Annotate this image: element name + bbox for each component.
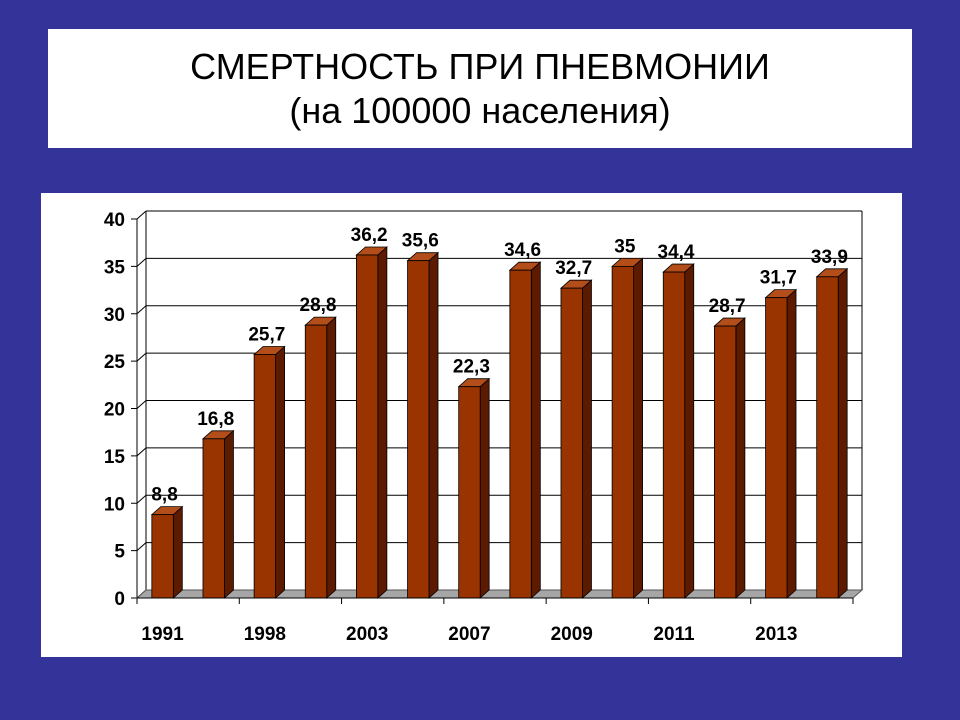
bar-4 xyxy=(356,254,379,599)
bar-side-3 xyxy=(326,316,337,599)
bar-6 xyxy=(458,386,481,599)
data-label-10: 34,4 xyxy=(658,242,695,263)
bar-side-0 xyxy=(172,505,183,599)
data-label-12: 31,7 xyxy=(760,268,797,289)
data-label-4: 36,2 xyxy=(351,225,388,246)
bar-7 xyxy=(509,269,532,599)
bar-3 xyxy=(304,324,328,599)
bar-5 xyxy=(407,260,430,599)
y-tick-label-20: 20 xyxy=(104,400,125,421)
x-tick-label-10: 2011 xyxy=(653,624,695,645)
slide-subtitle: (на 100000 населения) xyxy=(289,89,671,131)
x-tick-label-6: 2007 xyxy=(448,624,490,645)
chart-floor xyxy=(135,589,864,599)
x-tick-label-2: 1998 xyxy=(244,624,286,645)
wall-tick-15 xyxy=(136,447,147,457)
y-tick-label-0: 0 xyxy=(114,589,125,610)
data-label-11: 28,7 xyxy=(709,296,746,317)
data-label-8: 32,7 xyxy=(555,258,592,279)
bar-12 xyxy=(765,297,788,599)
bar-8 xyxy=(560,287,583,599)
wall-tick-10 xyxy=(136,494,147,504)
wall-tick-5 xyxy=(136,542,147,551)
data-label-2: 25,7 xyxy=(248,324,285,345)
data-label-7: 34,6 xyxy=(504,240,541,261)
data-label-3: 28,8 xyxy=(300,295,337,316)
data-label-13: 33,9 xyxy=(811,247,848,268)
data-label-0: 8,8 xyxy=(151,485,177,506)
bar-10 xyxy=(662,271,686,599)
x-tick-label-12: 2013 xyxy=(755,624,797,645)
wall-tick-40 xyxy=(136,210,147,220)
wall-tick-25 xyxy=(136,352,147,362)
bar-chart: 0 5 10 15 20 25 30 35 40 8,8 1991 16,8 25,7 1998 28,8 3… xyxy=(104,210,864,645)
bar-11 xyxy=(714,325,737,599)
bar-side-12 xyxy=(786,288,797,599)
bar-side-9 xyxy=(633,257,643,599)
bar-side-10 xyxy=(684,263,695,599)
bar-side-4 xyxy=(377,246,388,599)
bar-side-5 xyxy=(428,251,439,599)
bar-9 xyxy=(611,265,634,599)
data-label-5: 35,6 xyxy=(402,231,439,252)
bar-side-7 xyxy=(530,261,541,599)
bar-1 xyxy=(202,438,225,599)
y-tick-label-10: 10 xyxy=(104,494,125,515)
y-tick-label-5: 5 xyxy=(114,542,125,563)
wall-tick-30 xyxy=(136,305,147,315)
wall-tick-35 xyxy=(136,258,147,267)
bar-side-11 xyxy=(735,317,746,599)
bar-side-13 xyxy=(837,267,848,599)
chart-panel: 0 5 10 15 20 25 30 35 40 8,8 1991 16,8 25,7 1998 28,8 3… xyxy=(41,193,902,657)
bar-0 xyxy=(151,514,174,599)
bar-side-1 xyxy=(224,429,234,599)
bar-side-2 xyxy=(275,345,285,599)
bar-13 xyxy=(816,276,839,599)
x-tick-label-0: 1991 xyxy=(141,624,184,645)
y-tick-label-35: 35 xyxy=(104,257,126,278)
y-tick-label-30: 30 xyxy=(104,305,125,326)
bar-side-8 xyxy=(582,279,592,599)
wall-tick-20 xyxy=(136,400,147,409)
data-label-1: 16,8 xyxy=(197,409,234,430)
data-label-6: 22,3 xyxy=(453,357,490,378)
y-tick-label-40: 40 xyxy=(104,210,125,231)
y-tick-label-25: 25 xyxy=(104,352,126,373)
title-box: СМЕРТНОСТЬ ПРИ ПНЕВМОНИИ (на 100000 насе… xyxy=(48,29,912,148)
x-tick-label-8: 2009 xyxy=(551,624,593,645)
bar-side-6 xyxy=(479,377,490,599)
y-tick-label-15: 15 xyxy=(104,447,126,468)
bar-2 xyxy=(253,354,276,599)
x-tick-label-4: 2003 xyxy=(346,624,388,645)
data-label-9: 35 xyxy=(614,236,636,257)
slide-title: СМЕРТНОСТЬ ПРИ ПНЕВМОНИИ xyxy=(190,45,770,87)
